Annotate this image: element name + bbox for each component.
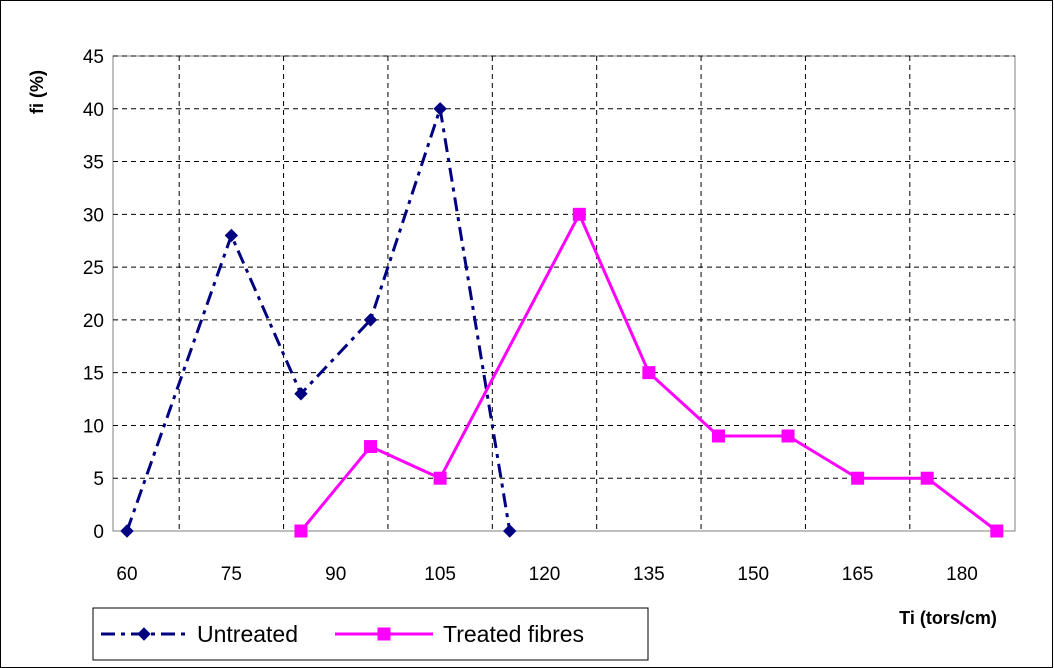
data-point-square	[990, 524, 1004, 538]
x-tick-label: 105	[424, 564, 456, 585]
data-point-diamond	[503, 524, 517, 538]
legend-label: Treated fibres	[443, 621, 584, 647]
data-point-square	[642, 366, 656, 380]
legend-item: Treated fibres	[335, 621, 584, 647]
data-point-square	[711, 429, 725, 443]
data-point-square	[377, 627, 391, 641]
data-point-square	[364, 440, 378, 454]
y-axis-title: fi (%)	[27, 70, 47, 114]
y-tick-label: 5	[93, 469, 104, 490]
x-tick-label: 150	[737, 564, 769, 585]
series-line	[125, 107, 512, 532]
grid-lines	[113, 55, 1015, 531]
y-tick-label: 15	[83, 364, 104, 385]
data-point-square	[433, 471, 447, 485]
data-point-diamond	[433, 102, 447, 116]
series-line	[299, 212, 998, 533]
series-1	[120, 102, 517, 538]
data-point-diamond	[294, 387, 308, 401]
y-tick-label: 0	[93, 522, 104, 543]
y-tick-label: 45	[83, 47, 104, 68]
x-tick-label: 135	[633, 564, 665, 585]
series-layer	[120, 102, 1004, 538]
x-tick-label: 75	[221, 564, 242, 585]
legend: Untreated Treated fibres	[92, 607, 649, 661]
x-tick-label: 90	[325, 564, 346, 585]
y-tick-label: 30	[83, 205, 104, 226]
data-point-diamond	[137, 627, 151, 641]
data-point-diamond	[363, 313, 378, 327]
legend-item: Untreated	[101, 621, 298, 647]
data-point-diamond	[224, 228, 239, 243]
x-tick-label: 60	[116, 564, 137, 585]
plot-area	[112, 55, 1016, 532]
y-tick-label: 20	[83, 311, 104, 332]
series-2	[294, 207, 1004, 538]
y-tick-labels: 0 5 10 15 20 25 30 35 40 45	[83, 47, 104, 543]
legend-items: Untreated Treated fibres	[101, 621, 584, 647]
x-tick-labels: 60 75 90 105 120 135 150 165 180	[116, 564, 977, 585]
y-tick-label: 25	[83, 258, 104, 279]
data-point-square	[781, 429, 795, 443]
legend-label: Untreated	[197, 621, 298, 647]
data-point-square	[851, 471, 865, 485]
data-point-square	[572, 207, 586, 221]
x-tick-label: 165	[842, 564, 874, 585]
y-tick-label: 10	[83, 416, 104, 437]
x-tick-label: 180	[946, 564, 978, 585]
data-point-square	[294, 524, 308, 538]
data-point-square	[920, 471, 934, 485]
x-tick-label: 120	[529, 564, 561, 585]
x-axis-title: Ti (tors/cm)	[899, 608, 997, 628]
y-tick-label: 40	[83, 100, 104, 121]
y-tick-label: 35	[83, 153, 104, 174]
data-point-diamond	[120, 524, 134, 538]
